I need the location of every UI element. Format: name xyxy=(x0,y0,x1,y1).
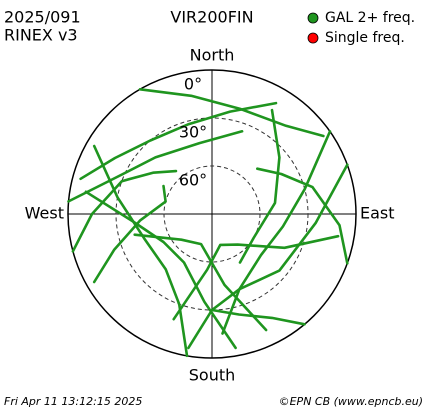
satellite-track xyxy=(221,130,332,335)
legend-label: Single freq. xyxy=(325,30,405,46)
satellite-track xyxy=(71,169,178,253)
footer-left: Fri Apr 11 13:12:15 2025 xyxy=(4,395,142,408)
elevation-ring xyxy=(67,69,357,359)
format: RINEX v3 xyxy=(4,26,78,45)
footer-right: ©EPN CB (www.epncb.eu) xyxy=(279,395,423,408)
satellite-track xyxy=(210,308,306,326)
elevation-ring xyxy=(163,165,261,263)
satellite-track xyxy=(187,163,349,350)
legend-marker xyxy=(307,32,319,44)
satellite-track xyxy=(133,233,268,332)
ring-label: 0° xyxy=(184,75,202,94)
chart-title: VIR200FIN xyxy=(170,8,253,27)
legend-marker xyxy=(307,12,319,24)
direction-label: South xyxy=(189,366,236,385)
satellite-track xyxy=(138,88,325,138)
date: 2025/091 xyxy=(4,8,81,27)
satellite-track xyxy=(256,167,349,265)
direction-label: West xyxy=(25,204,64,223)
satellite-track xyxy=(84,190,237,350)
legend-label: GAL 2+ freq. xyxy=(325,10,415,26)
satellite-track xyxy=(67,130,244,203)
satellite-track xyxy=(172,234,340,321)
ring-label: 60° xyxy=(179,171,207,190)
direction-label: North xyxy=(190,46,235,65)
satellite-track xyxy=(79,101,278,181)
ring-label: 30° xyxy=(179,123,207,142)
satellite-track xyxy=(92,184,167,284)
direction-label: East xyxy=(360,204,395,223)
